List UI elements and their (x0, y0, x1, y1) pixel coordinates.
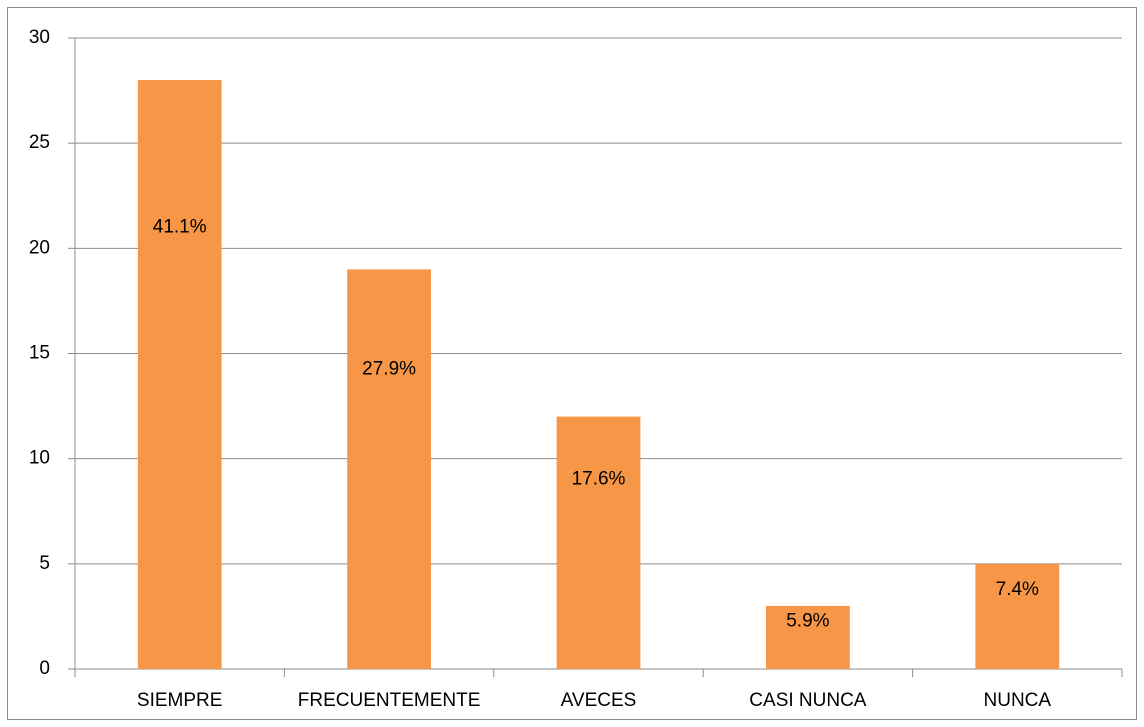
y-tick-label: 25 (29, 132, 50, 153)
y-tick-label: 10 (29, 448, 50, 469)
y-tick-label: 0 (39, 658, 50, 679)
x-tick-label: AVECES (561, 690, 637, 711)
bar (137, 80, 222, 670)
data-label: 17.6% (572, 469, 626, 490)
data-label: 5.9% (786, 611, 829, 632)
y-tick-label: 5 (39, 553, 50, 574)
y-tick-label: 30 (29, 27, 50, 48)
y-tick-label: 15 (29, 343, 50, 364)
x-tick-label: CASI NUNCA (749, 690, 867, 711)
bar (347, 269, 431, 669)
x-tick-label: FRECUENTEMENTE (298, 690, 481, 711)
data-label: 7.4% (996, 579, 1039, 600)
x-tick-label: NUNCA (984, 690, 1052, 711)
data-label: 41.1% (153, 216, 207, 237)
bar (975, 563, 1060, 669)
y-tick-label: 20 (29, 237, 50, 258)
bar (766, 605, 850, 669)
data-label: 27.9% (362, 358, 416, 379)
x-tick-label: SIEMPRE (137, 690, 223, 711)
bar (556, 416, 641, 669)
